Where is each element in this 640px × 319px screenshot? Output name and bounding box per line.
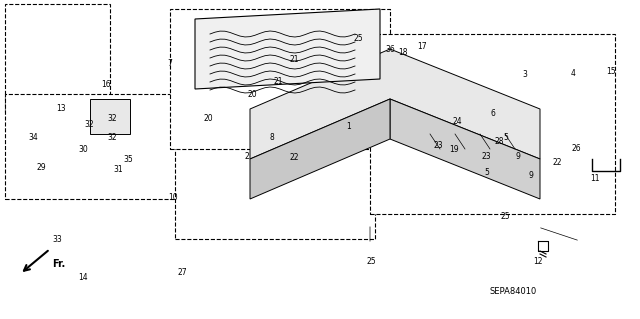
- Text: 32: 32: [107, 114, 117, 122]
- Text: 9: 9: [529, 171, 534, 180]
- Text: 19: 19: [449, 145, 460, 154]
- Text: 10: 10: [168, 193, 178, 202]
- Text: 7: 7: [167, 59, 172, 68]
- Text: 21: 21: [274, 77, 283, 86]
- Text: 25: 25: [353, 34, 364, 43]
- Text: 31: 31: [113, 165, 124, 174]
- Text: Fr.: Fr.: [52, 259, 65, 269]
- Text: 23: 23: [433, 141, 444, 150]
- FancyBboxPatch shape: [175, 139, 375, 239]
- Text: 33: 33: [52, 235, 63, 244]
- Text: 35: 35: [123, 155, 133, 164]
- Text: 12: 12: [533, 257, 542, 266]
- Text: 13: 13: [56, 104, 66, 113]
- Text: 34: 34: [28, 133, 38, 142]
- Text: 6: 6: [490, 109, 495, 118]
- Text: 30: 30: [78, 145, 88, 154]
- Text: 36: 36: [385, 45, 396, 54]
- Text: 11: 11: [591, 174, 600, 183]
- Text: SEPA84010: SEPA84010: [490, 287, 537, 296]
- Text: 5: 5: [503, 133, 508, 142]
- Text: 22: 22: [552, 158, 561, 167]
- Text: 20: 20: [248, 90, 258, 99]
- Text: 32: 32: [84, 120, 95, 129]
- Polygon shape: [390, 99, 540, 199]
- Polygon shape: [250, 99, 390, 199]
- Text: 15: 15: [606, 67, 616, 76]
- FancyBboxPatch shape: [5, 4, 110, 114]
- Text: 16: 16: [100, 80, 111, 89]
- Text: 28: 28: [495, 137, 504, 146]
- Text: 25: 25: [500, 212, 511, 221]
- FancyBboxPatch shape: [170, 9, 390, 149]
- FancyBboxPatch shape: [5, 94, 180, 199]
- Text: 21: 21: [290, 55, 299, 63]
- Polygon shape: [250, 49, 540, 159]
- Text: 23: 23: [481, 152, 492, 161]
- Text: 26: 26: [571, 144, 581, 153]
- Text: 32: 32: [107, 133, 117, 142]
- FancyBboxPatch shape: [370, 34, 615, 214]
- Text: 3: 3: [522, 70, 527, 79]
- Text: 2: 2: [244, 152, 249, 161]
- Text: 9: 9: [516, 152, 521, 161]
- Text: 4: 4: [570, 69, 575, 78]
- Text: 17: 17: [417, 42, 428, 51]
- Text: 1: 1: [346, 122, 351, 130]
- Text: 27: 27: [177, 268, 188, 277]
- Text: 8: 8: [269, 133, 275, 142]
- Text: 14: 14: [78, 273, 88, 282]
- Text: 5: 5: [484, 168, 489, 177]
- Polygon shape: [195, 9, 380, 89]
- Text: 25: 25: [366, 257, 376, 266]
- Text: 29: 29: [36, 163, 47, 172]
- Text: 18: 18: [399, 48, 408, 57]
- FancyBboxPatch shape: [90, 99, 130, 134]
- Text: 24: 24: [452, 117, 463, 126]
- Text: 20: 20: [203, 114, 213, 122]
- Text: 22: 22: [290, 153, 299, 162]
